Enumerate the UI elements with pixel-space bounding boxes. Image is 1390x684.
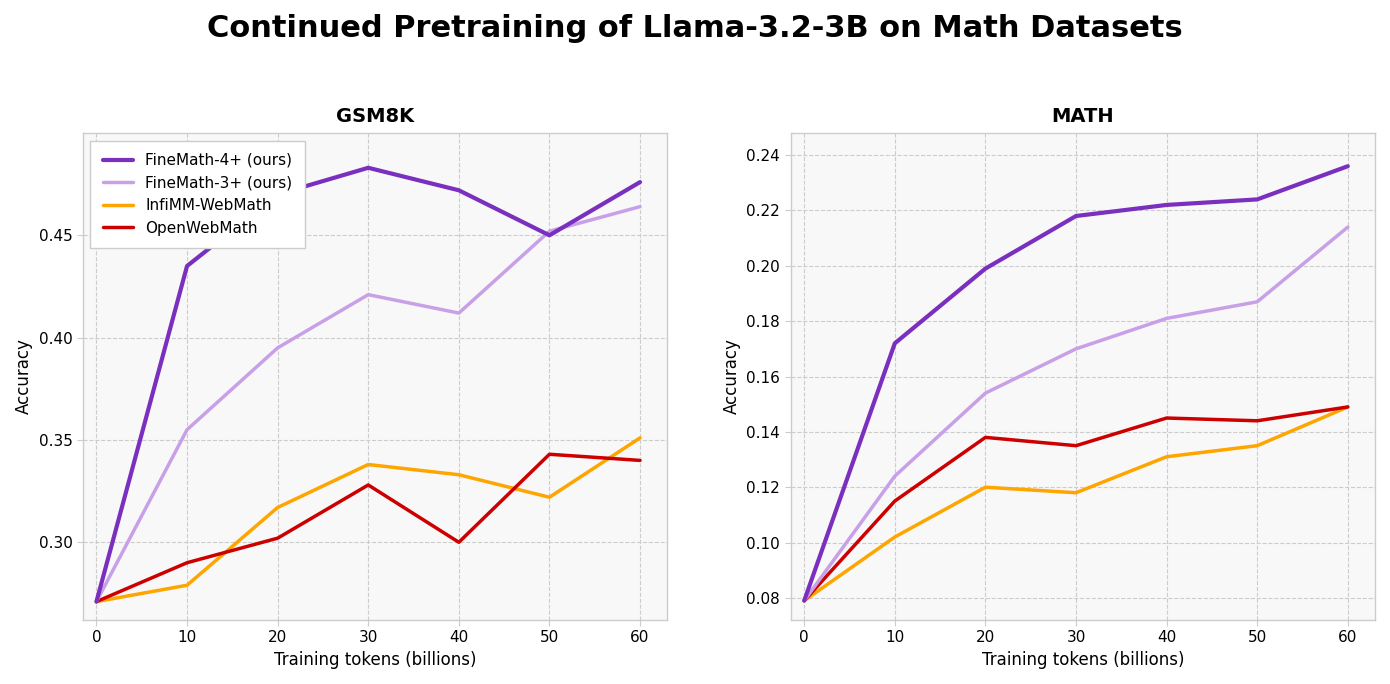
Y-axis label: Accuracy: Accuracy <box>723 339 741 415</box>
FineMath-3+ (ours) <box>977 389 994 397</box>
InfiMM-WebMath <box>887 533 904 541</box>
FineMath-4+ (ours) <box>1158 201 1175 209</box>
OpenWebMath <box>887 497 904 505</box>
InfiMM-WebMath <box>631 434 648 442</box>
FineMath-3+ (ours) <box>796 596 813 605</box>
InfiMM-WebMath <box>1248 442 1265 450</box>
FineMath-3+ (ours) <box>1158 314 1175 322</box>
InfiMM-WebMath <box>360 460 377 469</box>
FineMath-4+ (ours) <box>450 186 467 194</box>
FineMath-3+ (ours) <box>450 309 467 317</box>
FineMath-4+ (ours) <box>360 163 377 172</box>
InfiMM-WebMath <box>541 493 557 501</box>
FineMath-3+ (ours) <box>88 598 104 606</box>
Title: MATH: MATH <box>1051 107 1115 126</box>
FineMath-3+ (ours) <box>631 202 648 211</box>
FineMath-3+ (ours) <box>360 291 377 299</box>
FineMath-4+ (ours) <box>796 596 813 605</box>
X-axis label: Training tokens (billions): Training tokens (billions) <box>274 651 477 669</box>
OpenWebMath <box>270 534 286 542</box>
Line: InfiMM-WebMath: InfiMM-WebMath <box>805 407 1348 601</box>
FineMath-4+ (ours) <box>1248 196 1265 204</box>
OpenWebMath <box>1248 417 1265 425</box>
FineMath-3+ (ours) <box>1340 223 1357 231</box>
FineMath-3+ (ours) <box>270 344 286 352</box>
Title: GSM8K: GSM8K <box>336 107 414 126</box>
InfiMM-WebMath <box>88 598 104 606</box>
Line: OpenWebMath: OpenWebMath <box>805 407 1348 601</box>
OpenWebMath <box>1158 414 1175 422</box>
InfiMM-WebMath <box>1068 488 1084 497</box>
FineMath-3+ (ours) <box>541 227 557 235</box>
InfiMM-WebMath <box>977 483 994 491</box>
Line: FineMath-4+ (ours): FineMath-4+ (ours) <box>96 168 639 602</box>
InfiMM-WebMath <box>450 471 467 479</box>
Line: FineMath-4+ (ours): FineMath-4+ (ours) <box>805 166 1348 601</box>
OpenWebMath <box>631 456 648 464</box>
OpenWebMath <box>977 433 994 441</box>
Legend: FineMath-4+ (ours), FineMath-3+ (ours), InfiMM-WebMath, OpenWebMath: FineMath-4+ (ours), FineMath-3+ (ours), … <box>90 141 304 248</box>
InfiMM-WebMath <box>179 581 196 590</box>
FineMath-3+ (ours) <box>179 425 196 434</box>
FineMath-4+ (ours) <box>887 339 904 347</box>
InfiMM-WebMath <box>1340 403 1357 411</box>
OpenWebMath <box>179 559 196 567</box>
Line: OpenWebMath: OpenWebMath <box>96 454 639 602</box>
FineMath-4+ (ours) <box>270 190 286 198</box>
Y-axis label: Accuracy: Accuracy <box>15 339 33 415</box>
FineMath-4+ (ours) <box>977 265 994 273</box>
OpenWebMath <box>450 538 467 547</box>
FineMath-4+ (ours) <box>1068 212 1084 220</box>
InfiMM-WebMath <box>1158 453 1175 461</box>
X-axis label: Training tokens (billions): Training tokens (billions) <box>981 651 1184 669</box>
FineMath-3+ (ours) <box>1068 345 1084 353</box>
Text: Continued Pretraining of Llama-3.2-3B on Math Datasets: Continued Pretraining of Llama-3.2-3B on… <box>207 14 1183 42</box>
InfiMM-WebMath <box>270 503 286 512</box>
OpenWebMath <box>360 481 377 489</box>
FineMath-4+ (ours) <box>179 262 196 270</box>
OpenWebMath <box>88 598 104 606</box>
Line: FineMath-3+ (ours): FineMath-3+ (ours) <box>805 227 1348 601</box>
FineMath-3+ (ours) <box>887 472 904 480</box>
Line: InfiMM-WebMath: InfiMM-WebMath <box>96 438 639 602</box>
Line: FineMath-3+ (ours): FineMath-3+ (ours) <box>96 207 639 602</box>
OpenWebMath <box>541 450 557 458</box>
FineMath-4+ (ours) <box>631 178 648 186</box>
FineMath-4+ (ours) <box>1340 162 1357 170</box>
OpenWebMath <box>1068 442 1084 450</box>
OpenWebMath <box>796 596 813 605</box>
OpenWebMath <box>1340 403 1357 411</box>
FineMath-4+ (ours) <box>88 598 104 606</box>
FineMath-4+ (ours) <box>541 231 557 239</box>
FineMath-3+ (ours) <box>1248 298 1265 306</box>
InfiMM-WebMath <box>796 596 813 605</box>
